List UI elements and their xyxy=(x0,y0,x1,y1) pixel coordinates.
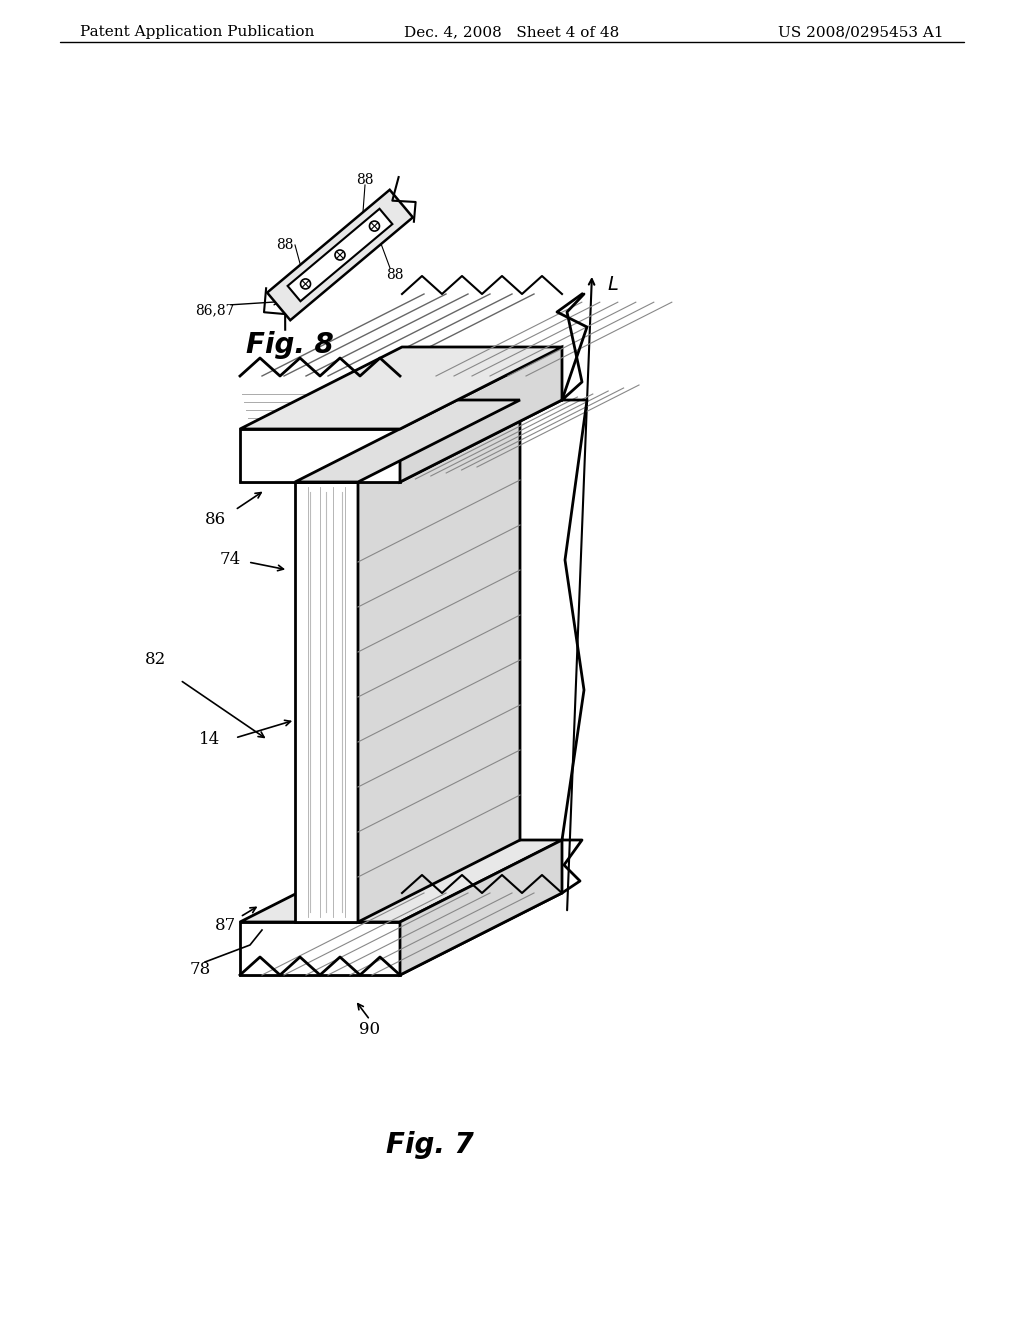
Polygon shape xyxy=(240,429,400,482)
Text: 88: 88 xyxy=(322,263,339,277)
Text: 78: 78 xyxy=(189,961,211,978)
Text: 88: 88 xyxy=(356,173,374,187)
Polygon shape xyxy=(240,894,562,975)
Polygon shape xyxy=(400,840,562,975)
Text: 82: 82 xyxy=(144,652,166,668)
Text: 74: 74 xyxy=(219,552,241,569)
Text: 88: 88 xyxy=(276,238,294,252)
Text: 90: 90 xyxy=(424,421,445,438)
Polygon shape xyxy=(240,347,562,429)
Circle shape xyxy=(335,249,345,260)
Polygon shape xyxy=(240,921,400,975)
Text: L: L xyxy=(607,275,617,293)
Text: 88: 88 xyxy=(386,268,403,282)
Polygon shape xyxy=(288,209,392,301)
Text: Patent Application Publication: Patent Application Publication xyxy=(80,25,314,40)
Polygon shape xyxy=(240,400,562,482)
Polygon shape xyxy=(240,840,562,921)
Polygon shape xyxy=(295,400,520,482)
Text: Fig. 7: Fig. 7 xyxy=(386,1131,474,1159)
Circle shape xyxy=(300,279,310,289)
Text: Fig. 8: Fig. 8 xyxy=(246,331,334,359)
Text: 86,87: 86,87 xyxy=(196,304,234,317)
Polygon shape xyxy=(400,347,562,482)
Polygon shape xyxy=(295,482,358,921)
Circle shape xyxy=(370,220,380,231)
Text: Dec. 4, 2008   Sheet 4 of 48: Dec. 4, 2008 Sheet 4 of 48 xyxy=(404,25,620,40)
Text: 90: 90 xyxy=(359,1022,381,1039)
Text: 86: 86 xyxy=(205,511,225,528)
Polygon shape xyxy=(358,400,520,921)
Text: US 2008/0295453 A1: US 2008/0295453 A1 xyxy=(778,25,944,40)
Text: 14: 14 xyxy=(200,731,220,748)
Text: 87: 87 xyxy=(214,916,236,933)
Polygon shape xyxy=(267,190,413,321)
